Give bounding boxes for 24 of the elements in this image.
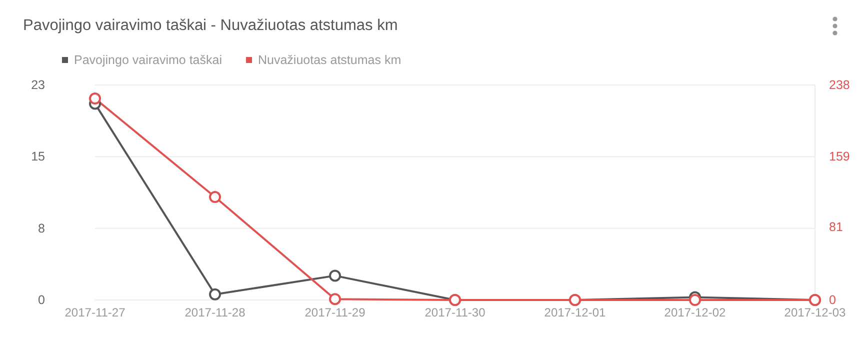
point [689, 294, 701, 306]
point [329, 293, 341, 306]
point [209, 191, 221, 204]
y-tick-label: 0 [38, 293, 46, 307]
y-tick-label: 23 [31, 78, 46, 92]
chart-title: Pavojingo vairavimo taškai - Nuvažiuotas atstumas km [23, 17, 398, 35]
x-tick-label: 2017-12-02 [664, 306, 726, 320]
y-tick-label: 8 [38, 221, 46, 236]
x-tick-label: 2017-12-03 [784, 306, 846, 320]
legend-label: Nuvažiuotas atstumas km [257, 53, 402, 67]
y2-tick-label: 81 [829, 220, 843, 234]
y2-tick-label: 0 [829, 293, 836, 307]
y2-tick-label: 159 [829, 149, 850, 164]
legend-label: Pavojingo vairavimo taškai [73, 53, 222, 67]
y2-tick-label: 238 [829, 78, 850, 92]
x-tick-label: 2017-11-27 [64, 306, 126, 320]
x-tick-label: 2017-12-01 [544, 306, 606, 320]
point [329, 270, 341, 282]
y-tick-label: 15 [31, 150, 46, 164]
x-tick-label: 2017-11-29 [304, 306, 366, 320]
point [89, 92, 101, 105]
x-tick-label: 2017-11-28 [184, 306, 246, 320]
x-tick-label: 2017-11-30 [424, 306, 486, 320]
point [209, 288, 221, 300]
